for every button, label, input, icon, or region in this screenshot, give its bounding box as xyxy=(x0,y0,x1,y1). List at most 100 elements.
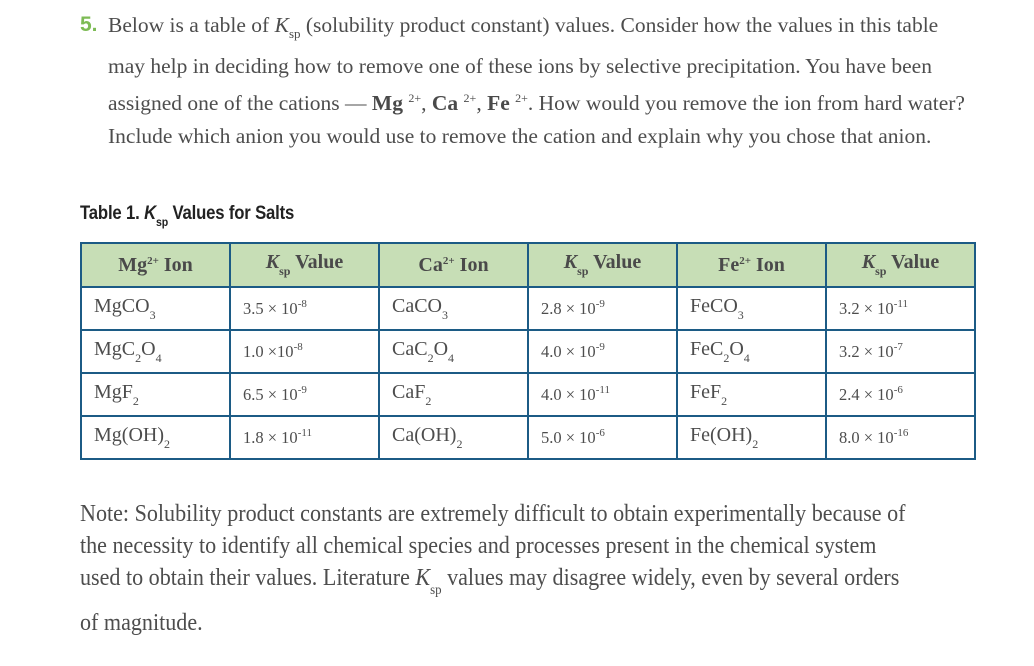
k-subscript: sp xyxy=(577,264,589,278)
k-subscript: sp xyxy=(430,583,442,598)
formula-subscript: 4 xyxy=(743,350,750,365)
formula-subscript: 2 xyxy=(132,393,139,408)
fe-ksp-cell: 2.4 × 10-6 xyxy=(825,372,976,417)
header-label: Ion xyxy=(454,253,489,276)
formula: MgC xyxy=(94,337,136,360)
charge: 2+ xyxy=(463,91,477,106)
formula: FeF xyxy=(690,380,722,403)
charge: 2+ xyxy=(515,91,528,106)
ksp-exponent: -9 xyxy=(595,341,605,353)
mg-salt-cell: MgF2 xyxy=(80,372,231,417)
formula: CaC xyxy=(392,337,428,360)
header-ca-ksp: Ksp Value xyxy=(527,242,678,288)
ksp-mantissa: 8.0 × 10 xyxy=(839,428,894,447)
ksp-mantissa: 5.0 × 10 xyxy=(541,428,596,447)
mg-salt-cell: Mg(OH)2 xyxy=(80,415,231,460)
separator: , xyxy=(421,91,432,116)
ksp-exponent: -8 xyxy=(293,341,303,353)
formula: Fe(OH) xyxy=(690,423,753,446)
header-ca-ion: Ca2+ Ion xyxy=(378,242,529,288)
ksp-mantissa: 4.0 × 10 xyxy=(541,342,596,361)
k-symbol: K xyxy=(265,251,280,273)
ksp-mantissa: 1.8 × 10 xyxy=(243,428,298,447)
k-symbol: K xyxy=(144,203,156,224)
charge: 2+ xyxy=(408,91,422,106)
ksp-mantissa: 2.8 × 10 xyxy=(541,299,596,318)
charge: 2+ xyxy=(739,254,751,267)
ksp-exponent: -11 xyxy=(595,384,610,396)
fe-ksp-cell: 8.0 × 10-16 xyxy=(825,415,976,460)
fe-ksp-cell: 3.2 × 10-11 xyxy=(825,286,976,331)
ca-salt-cell: CaF2 xyxy=(378,372,529,417)
formula-subscript: 2 xyxy=(164,436,170,451)
header-fe-ksp: Ksp Value xyxy=(825,242,976,288)
formula-subscript: 4 xyxy=(155,350,162,365)
formula-subscript: 2 xyxy=(752,436,759,451)
fe-salt-cell: FeCO3 xyxy=(676,286,827,331)
formula-subscript: 3 xyxy=(442,307,448,322)
table-row: MgF2 6.5 × 10-9 CaF2 4.0 × 10-11 FeF2 2.… xyxy=(80,372,976,417)
ksp-mantissa: 3.2 × 10 xyxy=(839,299,894,318)
note-paragraph: Note: Solubility product constants are e… xyxy=(80,498,908,639)
ion-symbol: Fe xyxy=(718,253,740,276)
fe-ksp-cell: 3.2 × 10-7 xyxy=(825,329,976,374)
ksp-exponent: -7 xyxy=(893,341,903,353)
fe-salt-cell: FeF2 xyxy=(676,372,827,417)
ksp-table: Mg2+ Ion Ksp Value Ca2+ Ion Ksp Value Fe… xyxy=(80,242,976,460)
question-text-part: . How would you remove the ion from hard… xyxy=(108,91,965,148)
k-subscript: sp xyxy=(279,264,291,278)
formula: CaF xyxy=(392,380,426,403)
mg-ksp-cell: 1.0 ×10-8 xyxy=(229,329,380,374)
ksp-mantissa: 3.5 × 10 xyxy=(243,299,298,318)
ion-symbol: Mg xyxy=(118,253,148,276)
formula: FeC xyxy=(690,337,724,360)
formula: Mg(OH) xyxy=(94,423,164,446)
formula-subscript: 3 xyxy=(149,307,156,322)
cation-ca: Ca xyxy=(431,91,459,116)
formula-subscript: 2 xyxy=(427,350,434,365)
formula: Ca(OH) xyxy=(392,423,457,446)
question-text-part: (solubility product constant) values. Co… xyxy=(108,13,939,116)
ca-ksp-cell: 2.8 × 10-9 xyxy=(527,286,678,331)
caption-prefix: Table 1. xyxy=(80,203,145,224)
k-symbol: K xyxy=(563,251,578,273)
formula: CaCO xyxy=(392,294,442,317)
ksp-exponent: -6 xyxy=(595,427,605,439)
header-label: Value xyxy=(886,251,940,273)
header-label: Value xyxy=(290,251,344,273)
ca-ksp-cell: 4.0 × 10-11 xyxy=(527,372,678,417)
question-text: Below is a table of Ksp (solubility prod… xyxy=(108,9,968,152)
ksp-mantissa: 6.5 × 10 xyxy=(243,385,298,404)
fe-salt-cell: FeC2O4 xyxy=(676,329,827,374)
formula: MgCO xyxy=(94,294,150,317)
ksp-exponent: -16 xyxy=(893,427,909,439)
charge: 2+ xyxy=(147,254,159,267)
formula-subscript: 2 xyxy=(135,350,142,365)
formula: O xyxy=(729,337,744,360)
formula: O xyxy=(433,337,449,360)
ksp-exponent: -11 xyxy=(297,427,312,439)
formula: O xyxy=(141,337,156,360)
ksp-mantissa: 4.0 × 10 xyxy=(541,385,596,404)
separator: , xyxy=(476,91,488,116)
formula: FeCO xyxy=(690,294,738,317)
ca-salt-cell: Ca(OH)2 xyxy=(378,415,529,460)
k-subscript: sp xyxy=(875,264,887,278)
formula-subscript: 3 xyxy=(737,307,744,322)
k-subscript: sp xyxy=(155,215,168,229)
caption-suffix: Values for Salts xyxy=(167,203,295,224)
k-symbol: K xyxy=(274,13,289,37)
header-mg-ion: Mg2+ Ion xyxy=(80,242,231,288)
mg-ksp-cell: 6.5 × 10-9 xyxy=(229,372,380,417)
ksp-exponent: -8 xyxy=(297,298,307,310)
table-row: MgC2O4 1.0 ×10-8 CaC2O4 4.0 × 10-9 FeC2O… xyxy=(80,329,976,374)
cation-fe: Fe xyxy=(487,91,510,116)
table-header-row: Mg2+ Ion Ksp Value Ca2+ Ion Ksp Value Fe… xyxy=(80,242,976,288)
ksp-exponent: -9 xyxy=(595,298,605,310)
header-label: Ion xyxy=(158,253,193,276)
ksp-exponent: -11 xyxy=(893,298,908,310)
formula-subscript: 2 xyxy=(425,393,432,408)
k-subscript: sp xyxy=(288,26,301,41)
cation-mg: Mg xyxy=(371,91,403,116)
formula-subscript: 4 xyxy=(448,350,455,365)
